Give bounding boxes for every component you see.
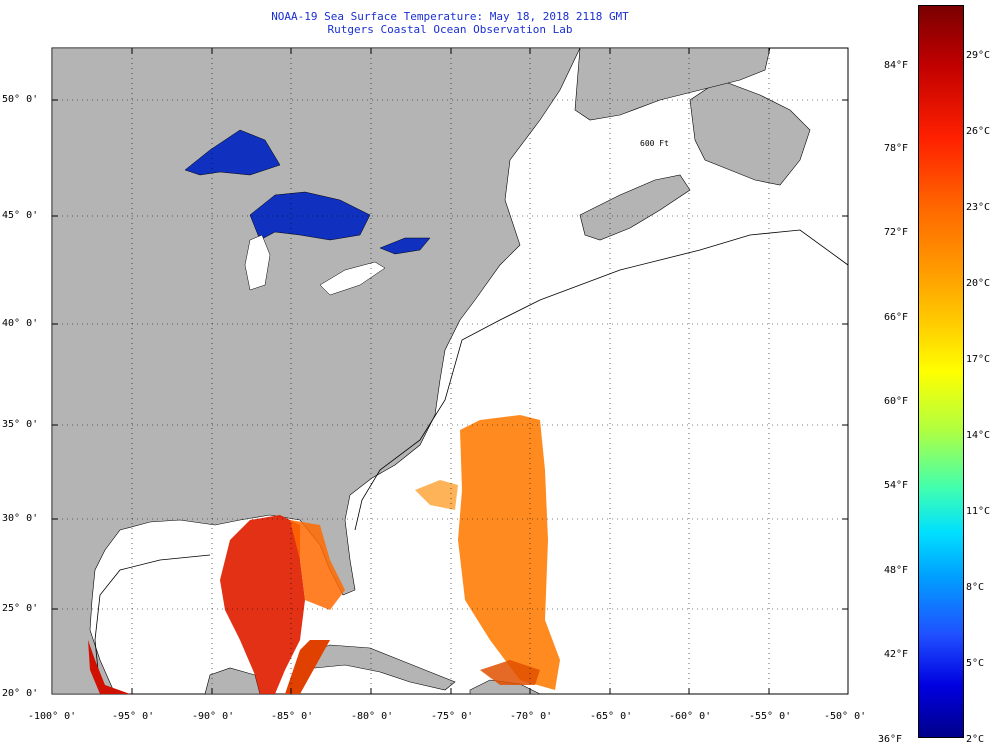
lat-label-50: 50° 0' [2, 94, 39, 105]
map-title: NOAA-19 Sea Surface Temperature: May 18,… [271, 10, 629, 23]
colorbar-c-2: 2°C [966, 734, 985, 745]
colorbar-c-11: 11°C [966, 506, 991, 517]
lon-label-55: -55° 0' [749, 711, 792, 722]
colorbar-f-78: 78°F [884, 143, 909, 154]
lon-label-90: -90° 0' [192, 711, 235, 722]
lake-erie [319, 261, 386, 296]
sst-gulf-warm [220, 515, 305, 694]
lake-superior [184, 129, 281, 176]
land-labrador [574, 47, 771, 121]
lake-ontario [379, 237, 431, 255]
land-cuba [299, 644, 456, 691]
land-nova-scotia [579, 174, 691, 241]
lat-label-35: 35° 0' [2, 419, 39, 430]
sst-caribbean [285, 640, 330, 694]
land-yucatan [204, 667, 261, 695]
sst-atlantic-patch [415, 480, 458, 510]
lat-label-40: 40° 0' [2, 318, 39, 329]
lon-label-70: -70° 0' [510, 711, 553, 722]
lon-label-50: -50° 0' [824, 711, 867, 722]
colorbar-c-14: 14°C [966, 430, 991, 441]
colorbar-f-60: 60°F [884, 396, 909, 407]
sst-bahamas [480, 660, 540, 685]
map-subtitle: Rutgers Coastal Ocean Observation Lab [327, 23, 573, 36]
land-north-america [51, 47, 581, 695]
land-newfoundland [689, 79, 811, 186]
colorbar-c-26: 26°C [966, 126, 991, 137]
sst-gulf-west [88, 640, 130, 694]
sst-florida-strait [290, 520, 345, 610]
colorbar-c-23: 23°C [966, 202, 991, 213]
colorbar-c-29: 29°C [966, 50, 991, 61]
colorbar-c-20: 20°C [966, 278, 991, 289]
lon-label-60: -60° 0' [669, 711, 712, 722]
lon-label-80: -80° 0' [351, 711, 394, 722]
lon-label-95: -95° 0' [112, 711, 155, 722]
gulf-isobath [94, 554, 211, 691]
lon-label-65: -65° 0' [590, 711, 633, 722]
lat-label-20: 20° 0' [2, 688, 39, 699]
colorbar-f-48: 48°F [884, 565, 909, 576]
colorbar-c-5: 5°C [966, 658, 985, 669]
lon-label-75: -75° 0' [431, 711, 474, 722]
colorbar-f-84: 84°F [884, 60, 909, 71]
lat-label-30: 30° 0' [2, 513, 39, 524]
colorbar-c-8: 8°C [966, 582, 985, 593]
axis-ticks [52, 48, 848, 694]
lake-michigan-huron [249, 191, 371, 241]
colorbar-f-72: 72°F [884, 227, 909, 238]
lat-label-25: 25° 0' [2, 603, 39, 614]
lon-label-85: -85° 0' [271, 711, 314, 722]
colorbar-f-66: 66°F [884, 312, 909, 323]
colorbar-f-42: 42°F [884, 649, 909, 660]
lat-label-45: 45° 0' [2, 210, 39, 221]
lake-michigan [244, 234, 271, 291]
colorbar-c-17: 17°C [966, 354, 991, 365]
colorbar-f-54: 54°F [884, 480, 909, 491]
atlantic-isobath [354, 229, 849, 531]
isobath-label: 600 Ft [640, 139, 669, 148]
colorbar-f-36: 36°F [878, 734, 903, 745]
lon-label-100: -100° 0' [28, 711, 77, 722]
sst-gulf-stream [458, 415, 560, 690]
temperature-colorbar [918, 5, 964, 738]
